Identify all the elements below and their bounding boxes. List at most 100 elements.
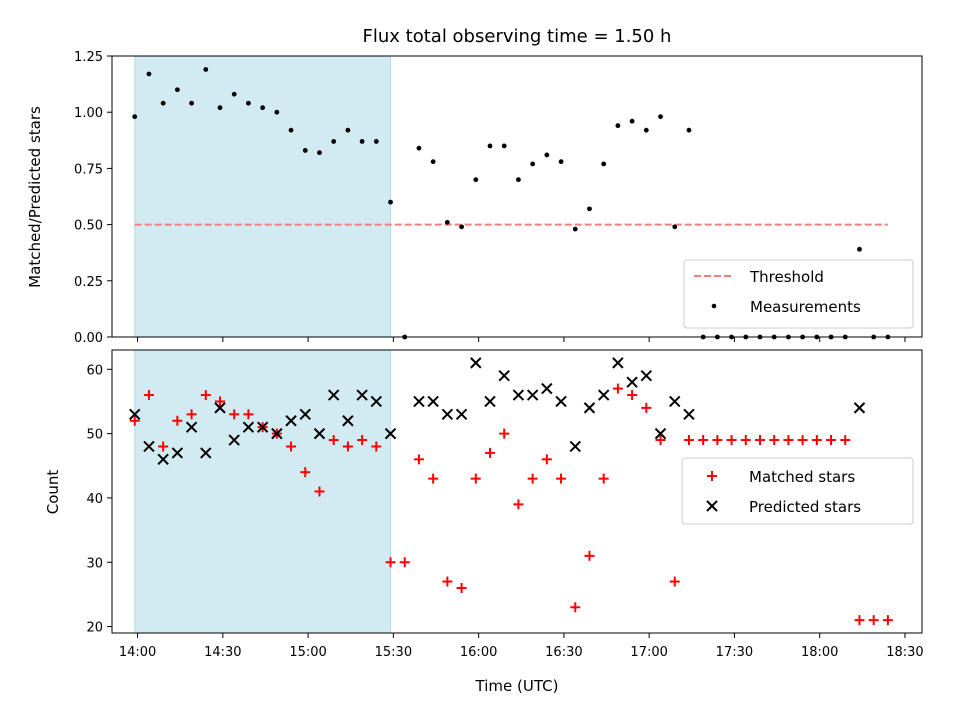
matched-star-point [413, 454, 424, 465]
ratio-y-tick-label: 0.75 [74, 162, 103, 177]
matched-star-point [300, 467, 311, 478]
measurement-point [530, 161, 536, 167]
matched-star-point [598, 473, 609, 484]
ratio-y-tick-label: 0.25 [74, 275, 103, 290]
measurement-point [487, 143, 493, 149]
measurement-point [416, 145, 422, 151]
matched-star-point [499, 428, 510, 439]
matched-star-point [627, 390, 638, 401]
predicted-star-point [441, 408, 454, 421]
matched-star-point [840, 435, 851, 446]
legend-predicted-label: Predicted stars [749, 498, 861, 516]
matched-star-point [584, 550, 595, 561]
predicted-star-point [185, 421, 198, 433]
predicted-star-point [669, 395, 681, 408]
predicted-star-point [427, 395, 439, 408]
matched-star-point [826, 435, 837, 446]
matched-star-point [314, 486, 325, 497]
predicted-star-point [313, 427, 326, 440]
ratio-panel: 0.00 0.25 0.50 0.75 1.00 1.25 Matched/Predict… [26, 50, 923, 346]
predicted-star-point [214, 402, 226, 414]
predicted-star-point [654, 427, 667, 440]
count-legend: Matched stars Predicted stars [681, 457, 914, 525]
count-y-tick-label: 50 [86, 428, 103, 443]
matched-star-point [570, 602, 581, 613]
matched-star-point [371, 441, 382, 452]
matched-star-point [641, 402, 652, 413]
matched-star-point [215, 396, 225, 407]
matched-star-point [769, 435, 780, 446]
measurement-point [388, 199, 393, 205]
matched-star-point [286, 441, 297, 452]
predicted-star-point [384, 427, 397, 440]
predicted-star-point [143, 440, 155, 453]
ratio-y-tick-label: 1.00 [74, 106, 103, 121]
measurement-point [629, 118, 635, 124]
measurement-point [501, 143, 507, 149]
matched-star-point [143, 390, 154, 401]
count-y-tick-label: 60 [86, 363, 103, 378]
x-tick-label: 18:00 [801, 645, 838, 660]
matched-star-point [129, 415, 140, 426]
measurement-point [189, 100, 194, 106]
matched-star-point [868, 615, 879, 626]
predicted-star-point [256, 421, 269, 433]
measurement-point [331, 139, 337, 144]
measurement-point [174, 87, 180, 93]
matched-star-point [399, 557, 410, 568]
chart-title: Flux total observing time = 1.50 h [363, 26, 672, 47]
measurement-point [686, 127, 692, 133]
predicted-star-point [512, 389, 525, 401]
matched-star-point [669, 576, 680, 587]
matched-star-point [683, 435, 694, 446]
matched-star-point [882, 615, 893, 626]
matched-star-point [755, 435, 765, 446]
matched-star-point [811, 435, 822, 446]
matched-star-point [428, 473, 439, 484]
matched-star-point [712, 435, 723, 446]
count-legend-frame [681, 457, 914, 525]
measurement-point [459, 224, 464, 230]
matched-star-point [342, 441, 353, 452]
measurement-point [643, 127, 649, 133]
predicted-star-point [612, 357, 624, 369]
measurement-point [572, 226, 578, 232]
measurement-point [260, 105, 266, 111]
measurement-point [516, 177, 521, 183]
x-tick-label: 18:30 [886, 645, 923, 660]
measurement-point [544, 152, 550, 158]
predicted-star-point [370, 395, 383, 408]
predicted-star-point [171, 447, 184, 459]
ratio-legend: Threshold Measurements [683, 259, 914, 329]
legend-measurements-swatch [711, 303, 717, 309]
ratio-y-tick-label: 0.00 [74, 331, 103, 346]
matched-star-point [527, 473, 538, 484]
legend-threshold-label: Threshold [749, 268, 824, 286]
predicted-star-point [555, 395, 567, 408]
predicted-star-point [853, 402, 866, 414]
legend-predicted-marker [706, 500, 718, 512]
legend-predicted-swatch [706, 500, 718, 512]
measurement-point [288, 127, 294, 133]
matched-star-point [158, 441, 169, 452]
measurement-point [274, 109, 280, 115]
measurement-point [146, 71, 152, 77]
matched-star-point [485, 447, 495, 458]
measurement-point [373, 139, 379, 144]
measurement-point [132, 114, 138, 120]
matched-star-point [328, 435, 339, 446]
measurement-point [203, 67, 209, 72]
predicted-star-point [583, 402, 596, 414]
predicted-star-point [200, 447, 212, 459]
predicted-star-point [498, 370, 510, 382]
ratio-panel-frame [111, 55, 923, 338]
predicted-star-point [356, 389, 368, 401]
measurement-point [444, 219, 450, 225]
count-panel: 20 30 40 50 60 14:00 14:30 15:00 15:30 16:00 16:3… [44, 349, 924, 660]
measurement-point [160, 100, 166, 106]
x-tick-label: 17:30 [716, 645, 753, 660]
observing-interval-shade-top [134, 55, 392, 338]
count-y-tick-label: 20 [86, 621, 103, 636]
predicted-star-point [455, 408, 468, 421]
matched-star-point [172, 415, 183, 426]
